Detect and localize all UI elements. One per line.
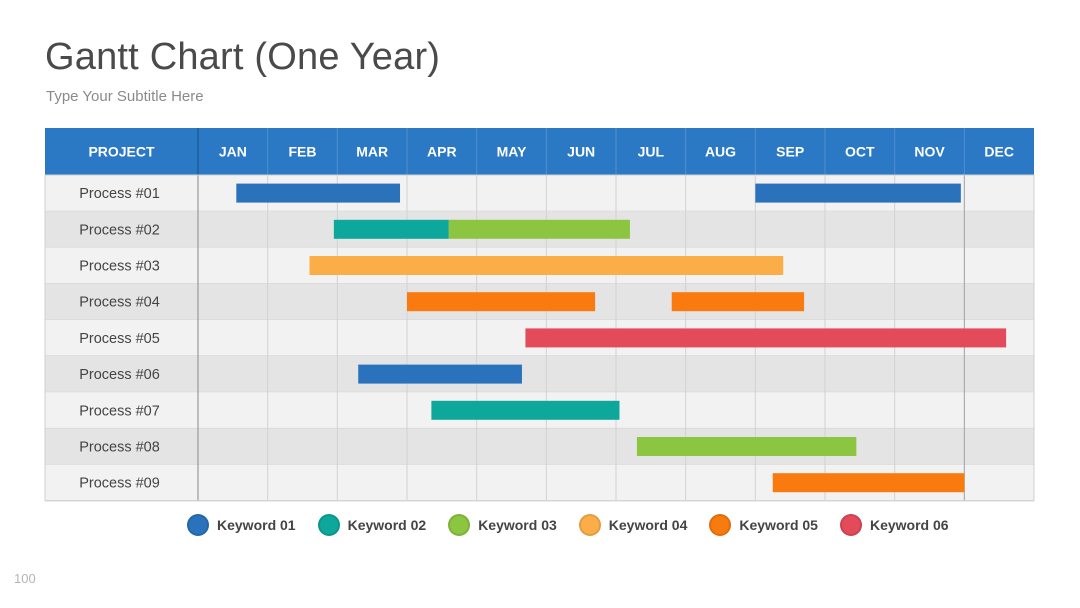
gantt-bar xyxy=(636,437,857,456)
month-label-jun: JUN xyxy=(567,144,595,160)
gantt-bar xyxy=(407,292,596,312)
month-label-nov: NOV xyxy=(914,144,945,160)
gantt-bar xyxy=(671,292,805,312)
row-label: Process #02 xyxy=(79,222,160,238)
month-label-aug: AUG xyxy=(705,144,736,160)
legend-label: Keyword 03 xyxy=(478,517,557,533)
gantt-chart: PROJECT JAN FEB MAR APR MAY JUN JUL AUG SEP OCT NOV… xyxy=(44,128,1035,502)
row-label: Process #03 xyxy=(79,259,160,275)
month-label-oct: OCT xyxy=(845,144,875,160)
legend-swatch xyxy=(578,514,601,536)
legend-swatch xyxy=(187,514,209,536)
row-label: Process #07 xyxy=(79,403,160,419)
page-subtitle: Type Your Subtitle Here xyxy=(46,88,204,105)
gantt-bar xyxy=(448,219,630,239)
legend-label: Keyword 06 xyxy=(869,517,949,533)
page-title: Gantt Chart (One Year) xyxy=(45,36,441,78)
gantt-bar xyxy=(333,219,449,239)
gantt-header xyxy=(45,128,1034,175)
gantt-bar xyxy=(755,183,961,203)
month-label-apr: APR xyxy=(427,144,457,160)
row-label: Process #04 xyxy=(79,295,160,311)
legend-swatch xyxy=(317,514,340,536)
legend-swatch xyxy=(709,514,732,536)
row-label: Process #08 xyxy=(79,440,160,456)
legend-label: Keyword 05 xyxy=(739,517,818,533)
legend-item: Keyword 04 xyxy=(578,514,688,536)
month-label-mar: MAR xyxy=(356,144,388,160)
month-label-dec: DEC xyxy=(984,144,1014,160)
month-label-may: MAY xyxy=(497,144,527,160)
gantt-bar xyxy=(309,256,784,275)
legend-item: Keyword 03 xyxy=(448,514,557,536)
month-label-sep: SEP xyxy=(776,144,804,160)
row-label: Process #01 xyxy=(79,186,160,202)
legend-swatch xyxy=(839,514,862,536)
month-label-jan: JAN xyxy=(219,144,247,160)
legend-label: Keyword 04 xyxy=(608,517,688,533)
table-border xyxy=(44,174,1035,502)
month-label-jul: JUL xyxy=(638,144,665,160)
gantt-bar xyxy=(772,473,965,493)
legend-item: Keyword 05 xyxy=(709,514,818,536)
chart-legend: Keyword 01 Keyword 02 Keyword 03 Keyword 04… xyxy=(187,514,971,536)
legend-item: Keyword 06 xyxy=(839,514,949,536)
legend-item: Keyword 02 xyxy=(317,514,427,536)
gantt-bar xyxy=(525,328,1007,348)
legend-item: Keyword 01 xyxy=(187,514,296,536)
month-label-feb: FEB xyxy=(289,144,317,160)
page-number: 100 xyxy=(14,571,36,586)
table-row xyxy=(45,356,1034,393)
row-label: Process #09 xyxy=(79,476,160,492)
legend-label: Keyword 02 xyxy=(347,517,427,533)
header-project-label: PROJECT xyxy=(88,144,155,160)
table-row xyxy=(45,428,1034,465)
gantt-bar xyxy=(431,400,620,420)
row-label: Process #05 xyxy=(79,331,160,347)
legend-label: Keyword 01 xyxy=(217,517,296,533)
gantt-bar xyxy=(358,364,522,384)
gantt-bar xyxy=(236,183,401,203)
legend-swatch xyxy=(448,514,471,536)
row-label: Process #06 xyxy=(79,367,160,383)
